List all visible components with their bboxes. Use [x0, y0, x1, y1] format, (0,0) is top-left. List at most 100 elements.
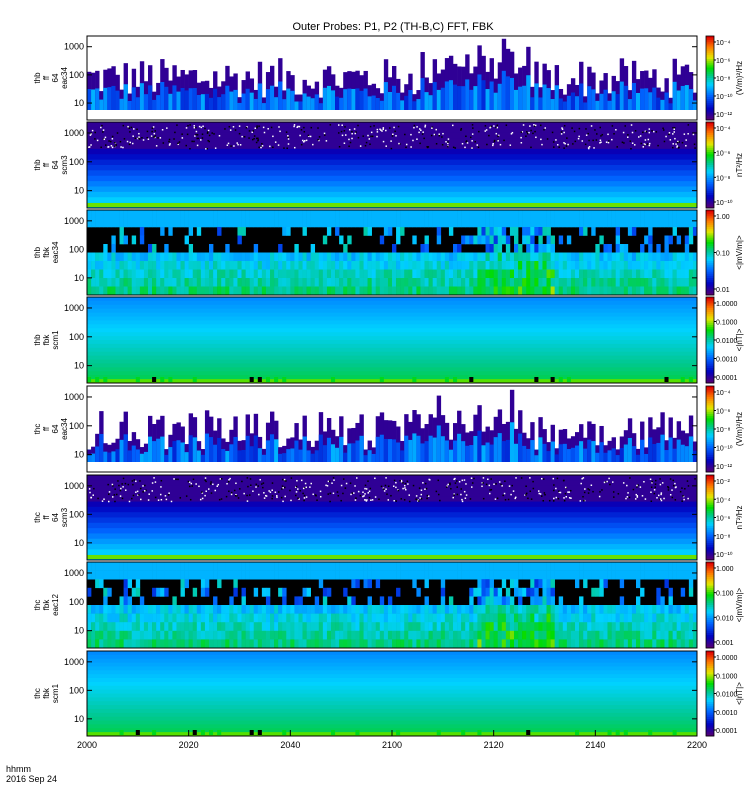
- spectral-cell: [493, 605, 499, 614]
- noise-dot: [530, 146, 532, 149]
- noise-dot: [558, 491, 561, 494]
- spectral-cell: [676, 630, 682, 640]
- noise-dot: [669, 478, 672, 480]
- spectral-cell: [542, 269, 547, 279]
- spectral-cell: [196, 278, 202, 287]
- y-axis-label-line: ff: [42, 162, 51, 167]
- spectral-cell: [387, 639, 393, 649]
- noise-dot: [593, 147, 595, 149]
- spectral-column-core: [363, 455, 368, 462]
- spectral-cell: [652, 269, 657, 279]
- colorbar-tick-label: 10⁻¹⁰: [716, 93, 733, 101]
- noise-dot: [362, 491, 364, 493]
- spectral-cell: [196, 286, 202, 296]
- colorbar-step: [706, 290, 714, 294]
- spectral-cell: [575, 562, 580, 571]
- spectral-cell: [127, 613, 133, 623]
- spectral-cell: [253, 613, 259, 623]
- noise-dot: [392, 485, 395, 487]
- spectral-column-core: [168, 447, 173, 462]
- noise-dot: [564, 492, 567, 495]
- noise-dot: [520, 477, 523, 479]
- spectral-cell: [298, 605, 303, 614]
- noise-dot: [248, 494, 251, 496]
- noise-dot: [420, 498, 423, 500]
- spectral-cell: [505, 596, 511, 606]
- spectral-cell: [518, 244, 523, 253]
- spectral-cell: [615, 630, 621, 640]
- spectral-cell: [591, 286, 596, 296]
- spectral-column-core: [221, 449, 226, 462]
- spectral-cell: [241, 570, 246, 580]
- noise-dot: [383, 490, 386, 492]
- noise-dot: [144, 484, 146, 487]
- spectral-cell: [91, 605, 96, 614]
- spectral-cell: [249, 570, 255, 580]
- low-freq-burst: [249, 730, 254, 735]
- spectral-column-core: [115, 90, 120, 110]
- spectral-cell: [461, 613, 466, 623]
- spectral-cell: [343, 587, 348, 597]
- spectral-cell: [160, 630, 165, 640]
- spectral-cell: [265, 613, 271, 623]
- spectral-cell: [444, 562, 450, 571]
- low-freq-band: [87, 555, 697, 559]
- spectral-cell: [546, 244, 551, 253]
- spectral-cell: [672, 639, 677, 649]
- noise-dot: [426, 146, 429, 149]
- spectral-column-core: [550, 99, 555, 110]
- spectral-cell: [636, 605, 641, 614]
- noise-dot: [672, 126, 674, 129]
- spectral-cell: [603, 210, 608, 219]
- noise-dot: [94, 131, 96, 134]
- noise-dot: [667, 486, 669, 488]
- noise-dot: [526, 132, 529, 135]
- spectral-cell: [392, 622, 397, 632]
- spectral-band: [87, 496, 697, 503]
- noise-dot: [219, 478, 222, 480]
- spectral-cell: [457, 218, 462, 228]
- spectral-column-core: [331, 444, 336, 462]
- spectral-cell: [489, 278, 494, 287]
- spectral-cell: [265, 570, 271, 580]
- spectral-cell: [351, 252, 356, 262]
- noise-dot: [581, 477, 583, 480]
- spectral-cell: [225, 630, 230, 640]
- noise-dot: [285, 480, 287, 482]
- colorbar-step: [706, 305, 714, 309]
- spectral-column-core: [518, 86, 523, 110]
- noise-dot: [331, 482, 333, 484]
- spectral-cell: [591, 605, 596, 614]
- y-axis-label-line: scm3: [60, 155, 69, 175]
- noise-dot: [299, 489, 301, 492]
- noise-dot: [279, 130, 281, 133]
- colorbar-step: [706, 594, 714, 597]
- spectral-cell: [680, 218, 686, 228]
- spectral-cell: [680, 605, 686, 614]
- noise-dot: [309, 135, 312, 138]
- spectral-cell: [245, 605, 250, 614]
- spectral-cell: [257, 562, 263, 571]
- spectral-cell: [241, 596, 246, 606]
- spectral-cell: [558, 639, 564, 649]
- spectral-column-core: [339, 97, 344, 110]
- spectral-cell: [611, 286, 616, 296]
- noise-dot: [295, 491, 298, 493]
- spectral-cell: [392, 278, 397, 287]
- spectral-cell: [91, 570, 96, 580]
- noise-dot: [521, 131, 524, 133]
- spectral-column-core: [318, 434, 324, 462]
- spectral-cell: [432, 605, 438, 614]
- spectral-cell: [408, 570, 413, 580]
- spectral-cell: [526, 562, 531, 571]
- low-freq-burst: [534, 377, 539, 382]
- spectral-cell: [274, 286, 279, 296]
- spectral-cell: [562, 269, 568, 279]
- spectral-cell: [355, 252, 360, 262]
- colorbar-step: [706, 299, 714, 302]
- spectral-cell: [204, 218, 210, 228]
- spectral-band: [87, 300, 697, 306]
- spectral-cell: [611, 639, 616, 649]
- spectral-cell: [392, 613, 397, 623]
- colorbar-step: [706, 609, 714, 612]
